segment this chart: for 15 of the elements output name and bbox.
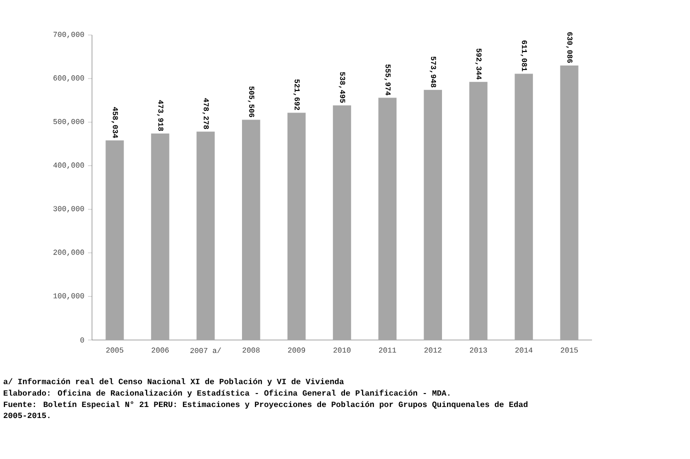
bar	[287, 112, 306, 340]
text: a/ Información real del Censo Nacional XI de Población y VI de Vivienda	[4, 378, 344, 386]
bar	[378, 98, 397, 340]
bar	[332, 105, 352, 340]
bar	[514, 74, 533, 340]
source-note: Fuente: Boletín Especial N° 21 PERU: Estimaciones y Proyecciones de Población por Grupos Quinquenales de Edad	[4, 401, 528, 409]
bar	[424, 90, 442, 340]
bar	[151, 134, 170, 340]
bar	[560, 65, 578, 340]
text: Elaborado: Oficina de Racionalización y Estadística - Oficina General de Planificación - MDA.	[4, 390, 450, 398]
bar	[196, 132, 215, 340]
bar	[242, 120, 260, 340]
bar	[106, 140, 124, 340]
text: 2005-2015.	[4, 412, 50, 418]
bar	[469, 82, 488, 340]
